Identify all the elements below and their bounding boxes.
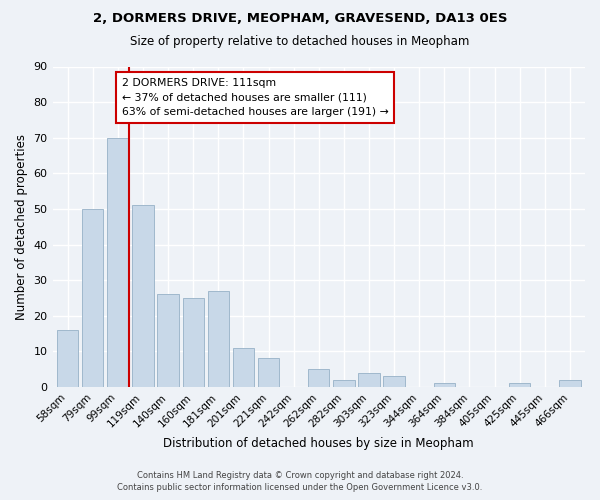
Bar <box>509 384 530 387</box>
Bar <box>358 372 380 387</box>
Bar <box>434 384 455 387</box>
Y-axis label: Number of detached properties: Number of detached properties <box>15 134 28 320</box>
Bar <box>107 138 128 387</box>
Bar <box>233 348 254 387</box>
Bar <box>57 330 78 387</box>
Bar <box>157 294 179 387</box>
Bar <box>208 291 229 387</box>
X-axis label: Distribution of detached houses by size in Meopham: Distribution of detached houses by size … <box>163 437 474 450</box>
Bar <box>182 298 204 387</box>
Bar <box>258 358 279 387</box>
Bar <box>82 209 103 387</box>
Bar <box>383 376 405 387</box>
Bar <box>559 380 581 387</box>
Text: Size of property relative to detached houses in Meopham: Size of property relative to detached ho… <box>130 35 470 48</box>
Text: 2, DORMERS DRIVE, MEOPHAM, GRAVESEND, DA13 0ES: 2, DORMERS DRIVE, MEOPHAM, GRAVESEND, DA… <box>93 12 507 26</box>
Text: 2 DORMERS DRIVE: 111sqm
← 37% of detached houses are smaller (111)
63% of semi-d: 2 DORMERS DRIVE: 111sqm ← 37% of detache… <box>122 78 389 118</box>
Bar <box>132 206 154 387</box>
Bar <box>308 369 329 387</box>
Text: Contains HM Land Registry data © Crown copyright and database right 2024.
Contai: Contains HM Land Registry data © Crown c… <box>118 471 482 492</box>
Bar <box>333 380 355 387</box>
